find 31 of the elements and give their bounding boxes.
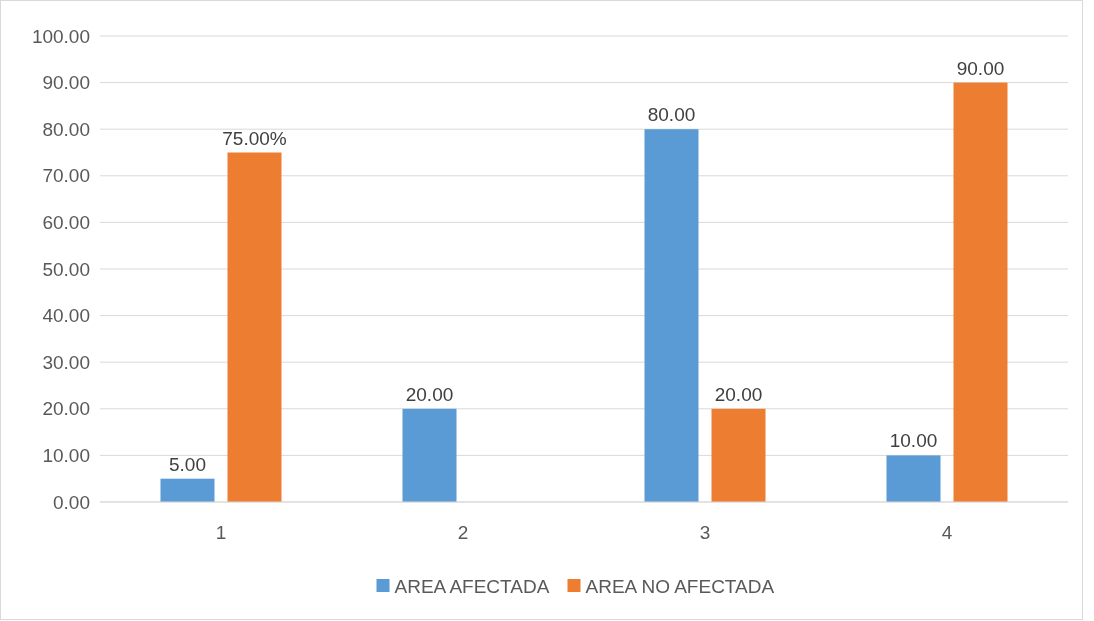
legend-label: AREA AFECTADA (394, 575, 550, 597)
data-label: 80.00 (647, 104, 696, 126)
data-label: 90.00 (956, 57, 1005, 79)
y-tick-label: 20.00 (42, 398, 90, 420)
data-label: 5.00 (169, 453, 206, 475)
y-tick-label: 30.00 (42, 351, 90, 373)
y-tick-label: 0.00 (53, 491, 90, 513)
y-tick-label: 60.00 (42, 212, 90, 234)
y-tick-label: 100.00 (31, 25, 90, 47)
x-tick-label: 1 (215, 521, 227, 543)
bar (711, 408, 766, 502)
x-tick-label: 3 (699, 521, 711, 543)
x-tick-label: 4 (941, 521, 953, 543)
y-tick-label: 80.00 (42, 118, 90, 140)
bar (644, 129, 699, 502)
x-tick-label: 2 (457, 521, 469, 543)
y-tick-label: 90.00 (42, 72, 90, 94)
data-label: 10.00 (889, 430, 938, 452)
bar (953, 82, 1008, 502)
legend-label: AREA NO AFECTADA (585, 575, 775, 597)
y-tick-label: 40.00 (42, 305, 90, 327)
data-label: 75.00% (222, 127, 287, 149)
y-tick-label: 10.00 (42, 445, 90, 467)
data-label: 20.00 (714, 383, 763, 405)
data-label: 20.00 (405, 383, 454, 405)
bar (402, 408, 457, 502)
y-tick-label: 50.00 (42, 258, 90, 280)
bar (160, 478, 215, 502)
bar (886, 455, 941, 502)
bar (227, 152, 282, 502)
y-tick-label: 70.00 (42, 165, 90, 187)
